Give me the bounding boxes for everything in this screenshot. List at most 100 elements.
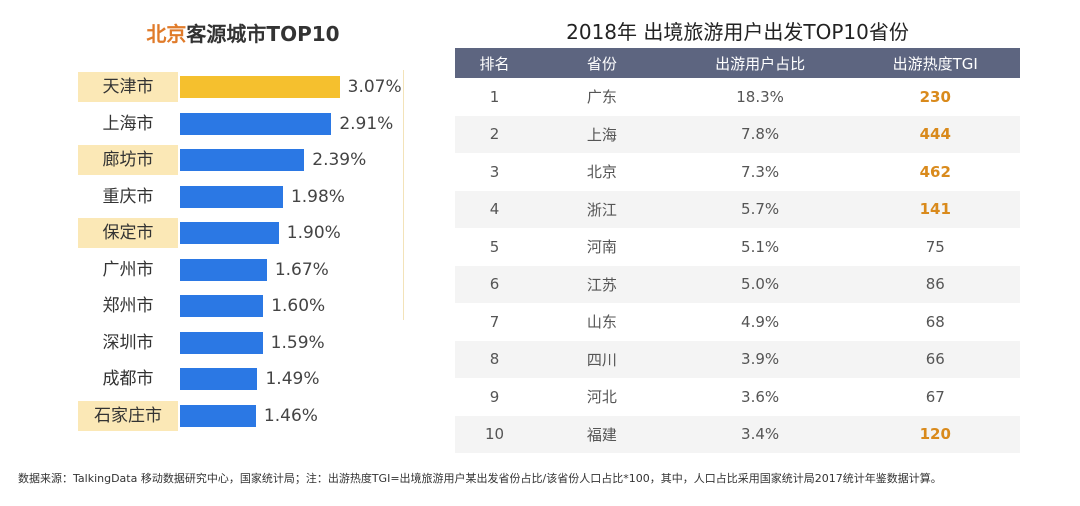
table-row: 9 河北 3.6% 67 — [455, 378, 1020, 416]
tgi-cell: 66 — [850, 340, 1020, 378]
bar-category-label: 石家庄市 — [78, 400, 178, 431]
rank-cell: 1 — [489, 87, 500, 106]
tgi-cell: 68 — [925, 312, 945, 331]
bar-row: 石家庄市 1.46% — [78, 400, 408, 431]
right-table-title: 2018年 出境旅游用户出发TOP10省份 — [566, 20, 909, 44]
rank-cell: 9 — [489, 387, 500, 406]
rank-cell: 7 — [489, 312, 500, 331]
bar-category-label: 廊坊市 — [78, 145, 178, 175]
rank-cell: 10 — [455, 415, 535, 453]
province-cell: 河南 — [586, 238, 617, 257]
province-table: 排名 省份 出游用户占比 出游热度TGI 1 广东 18.3% 230 2 上海 7.8% 444 3… — [455, 48, 1020, 453]
tgi-cell: 120 — [850, 415, 1020, 453]
share-cell: 5.0% — [669, 265, 851, 303]
bar-value-label: 1.59% — [270, 332, 325, 353]
bar — [180, 258, 267, 281]
bar-row: 上海市 2.91% — [78, 109, 408, 139]
bar-value-label: 1.67% — [274, 259, 329, 280]
bar-category-label: 广州市 — [102, 259, 154, 280]
rank-cell: 6 — [455, 265, 535, 303]
share-cell: 5.7% — [669, 190, 851, 228]
tgi-cell: 75 — [925, 237, 945, 256]
bar-category-label: 保定市 — [78, 218, 178, 248]
bar-value-label: 1.60% — [271, 296, 326, 316]
province-cell: 河北 — [586, 388, 617, 407]
province-cell: 江苏 — [534, 265, 670, 303]
column-header: 省份 — [534, 48, 670, 78]
bar-value-label: 2.91% — [339, 113, 394, 134]
bar-category-label: 重庆市 — [102, 186, 154, 207]
bar-value-label: 1.98% — [290, 186, 345, 207]
share-cell: 3.6% — [741, 387, 780, 406]
tgi-cell: 230 — [919, 87, 951, 106]
bar-category-label: 天津市 — [78, 72, 178, 102]
divider — [403, 70, 404, 320]
share-cell: 7.3% — [741, 162, 780, 181]
table-row: 4 浙江 5.7% 141 — [455, 190, 1020, 228]
share-cell: 3.4% — [669, 415, 851, 453]
province-cell: 山东 — [586, 313, 617, 332]
bar-value-label: 1.90% — [286, 223, 341, 243]
province-cell: 福建 — [534, 415, 670, 453]
bar-row: 天津市 3.07% — [78, 72, 408, 102]
bar-value-label: 2.39% — [312, 150, 367, 170]
share-cell: 4.9% — [741, 312, 780, 331]
bar — [180, 368, 258, 390]
bar-row: 成都市 1.49% — [78, 364, 408, 394]
table-row: 3 北京 7.3% 462 — [455, 153, 1020, 191]
rank-cell: 3 — [489, 162, 500, 181]
column-header: 出游热度TGI — [850, 48, 1020, 78]
bar-category-label: 上海市 — [102, 113, 154, 134]
title-highlight: 北京 — [146, 22, 187, 46]
bar-row: 深圳市 1.59% — [78, 328, 408, 358]
footer-note: 数据来源：TalkingData 移动数据研究中心，国家统计局；注：出游热度TG… — [18, 472, 942, 485]
bar — [180, 76, 340, 98]
province-cell: 广东 — [586, 88, 617, 107]
rank-cell: 8 — [455, 340, 535, 378]
bar-category-label: 成都市 — [102, 369, 154, 389]
table-row: 7 山东 4.9% 68 — [455, 303, 1020, 341]
share-cell: 18.3% — [736, 87, 784, 106]
bar-category-label: 郑州市 — [102, 296, 154, 316]
table-row: 8 四川 3.9% 66 — [455, 340, 1020, 378]
column-header: 排名 — [455, 48, 535, 78]
share-cell: 5.1% — [741, 237, 780, 256]
tgi-cell: 444 — [850, 115, 1020, 153]
province-cell: 北京 — [586, 163, 617, 182]
province-cell: 上海 — [534, 115, 670, 153]
table-row: 2 上海 7.8% 444 — [455, 115, 1020, 153]
bar — [180, 295, 264, 317]
share-cell: 7.8% — [669, 115, 851, 153]
province-cell: 四川 — [534, 340, 670, 378]
bar-row: 廊坊市 2.39% — [78, 145, 408, 175]
bar — [180, 185, 283, 208]
left-chart-title: 北京客源城市TOP10 — [78, 18, 408, 47]
bar — [180, 331, 263, 354]
bar-value-label: 3.07% — [347, 77, 402, 97]
column-header: 出游用户占比 — [669, 48, 851, 78]
rank-cell: 5 — [489, 237, 500, 256]
tgi-cell: 462 — [919, 162, 951, 181]
table-header: 排名 省份 出游用户占比 出游热度TGI — [455, 48, 1020, 78]
rank-cell: 4 — [455, 190, 535, 228]
bar — [180, 112, 332, 135]
bar-row: 保定市 1.90% — [78, 218, 408, 248]
title-rest: 客源城市TOP10 — [186, 22, 340, 46]
bar-row: 重庆市 1.98% — [78, 182, 408, 212]
bar-row: 郑州市 1.60% — [78, 291, 408, 321]
bar — [180, 222, 279, 244]
table-row: 10 福建 3.4% 120 — [455, 415, 1020, 453]
bar — [180, 149, 305, 171]
bar-row: 广州市 1.67% — [78, 255, 408, 285]
table-row: 6 江苏 5.0% 86 — [455, 265, 1020, 303]
bar-category-label: 深圳市 — [102, 332, 154, 353]
bar — [180, 404, 256, 427]
bar-value-label: 1.49% — [265, 369, 320, 389]
table-row: 1 广东 18.3% 230 — [455, 78, 1020, 116]
rank-cell: 2 — [455, 115, 535, 153]
bar-value-label: 1.46% — [263, 405, 318, 426]
tgi-cell: 67 — [925, 387, 945, 406]
province-cell: 浙江 — [534, 190, 670, 228]
tgi-cell: 141 — [850, 190, 1020, 228]
tgi-cell: 86 — [850, 265, 1020, 303]
